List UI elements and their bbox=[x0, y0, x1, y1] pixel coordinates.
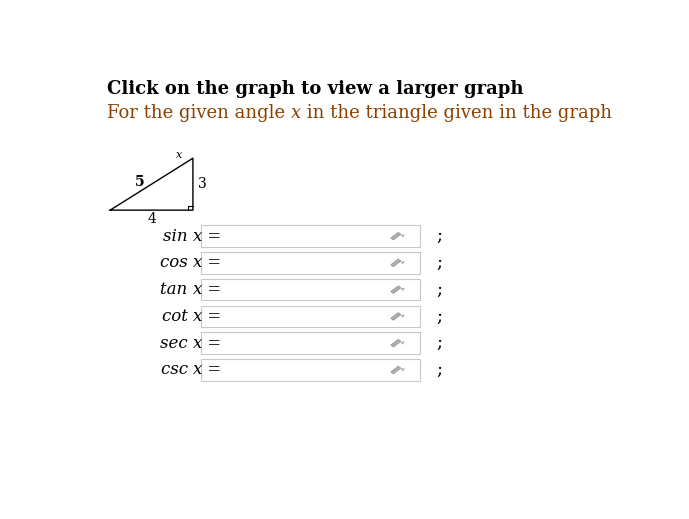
Polygon shape bbox=[391, 286, 401, 293]
Polygon shape bbox=[400, 261, 405, 265]
Text: x: x bbox=[193, 308, 203, 325]
Text: ;: ; bbox=[436, 361, 442, 379]
Bar bbox=[201, 279, 420, 301]
Polygon shape bbox=[400, 315, 405, 318]
Text: sec: sec bbox=[160, 335, 193, 352]
Bar bbox=[201, 252, 420, 274]
Bar bbox=[201, 306, 420, 327]
Bar bbox=[201, 359, 420, 381]
Polygon shape bbox=[400, 368, 405, 372]
Text: cos: cos bbox=[160, 254, 193, 271]
Polygon shape bbox=[391, 366, 401, 374]
Polygon shape bbox=[400, 235, 405, 238]
Text: x: x bbox=[193, 335, 203, 352]
Text: ;: ; bbox=[436, 254, 442, 272]
Text: Click on the graph to view a larger graph: Click on the graph to view a larger grap… bbox=[107, 80, 524, 98]
Polygon shape bbox=[391, 312, 401, 320]
Text: x: x bbox=[291, 104, 302, 122]
Text: x: x bbox=[193, 362, 203, 378]
Polygon shape bbox=[400, 288, 405, 291]
Text: csc: csc bbox=[161, 362, 193, 378]
Text: tan: tan bbox=[161, 281, 193, 298]
Text: ;: ; bbox=[436, 281, 442, 298]
Text: x: x bbox=[193, 281, 203, 298]
Text: =: = bbox=[203, 362, 221, 378]
Bar bbox=[201, 333, 420, 354]
Text: x: x bbox=[193, 228, 203, 244]
Polygon shape bbox=[391, 259, 401, 267]
Text: 5: 5 bbox=[135, 175, 145, 189]
Text: x: x bbox=[176, 151, 183, 160]
Polygon shape bbox=[391, 233, 401, 240]
Text: =: = bbox=[203, 308, 221, 325]
Polygon shape bbox=[391, 339, 401, 347]
Text: 4: 4 bbox=[147, 212, 156, 226]
Text: =: = bbox=[203, 254, 221, 271]
Text: ;: ; bbox=[436, 227, 442, 245]
Text: in the triangle given in the graph: in the triangle given in the graph bbox=[302, 104, 613, 122]
Text: ;: ; bbox=[436, 307, 442, 325]
Text: ;: ; bbox=[436, 334, 442, 352]
Text: =: = bbox=[203, 335, 221, 352]
Bar bbox=[201, 225, 420, 247]
Text: cot: cot bbox=[162, 308, 193, 325]
Text: =: = bbox=[203, 228, 221, 244]
Text: =: = bbox=[203, 281, 221, 298]
Text: x: x bbox=[193, 254, 203, 271]
Text: sin: sin bbox=[163, 228, 193, 244]
Text: For the given angle: For the given angle bbox=[107, 104, 291, 122]
Text: 3: 3 bbox=[198, 177, 207, 191]
Polygon shape bbox=[400, 342, 405, 345]
